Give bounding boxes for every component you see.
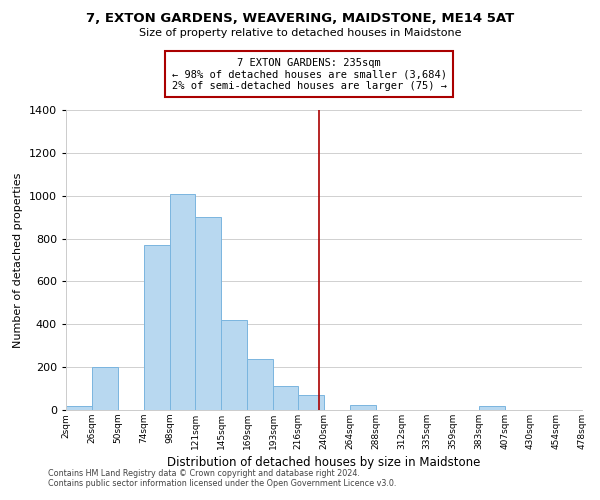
Text: Size of property relative to detached houses in Maidstone: Size of property relative to detached ho… <box>139 28 461 38</box>
Y-axis label: Number of detached properties: Number of detached properties <box>13 172 23 348</box>
Bar <box>92 367 118 410</box>
Bar <box>273 386 298 410</box>
Bar <box>170 194 195 410</box>
Text: Contains public sector information licensed under the Open Government Licence v3: Contains public sector information licen… <box>48 478 397 488</box>
Bar <box>144 245 170 410</box>
Bar <box>66 406 92 410</box>
Bar <box>195 217 221 410</box>
Bar <box>298 395 324 410</box>
Text: 7 EXTON GARDENS: 235sqm
← 98% of detached houses are smaller (3,684)
2% of semi-: 7 EXTON GARDENS: 235sqm ← 98% of detache… <box>172 58 446 90</box>
Bar <box>247 358 273 410</box>
Text: Contains HM Land Registry data © Crown copyright and database right 2024.: Contains HM Land Registry data © Crown c… <box>48 468 360 477</box>
X-axis label: Distribution of detached houses by size in Maidstone: Distribution of detached houses by size … <box>167 456 481 469</box>
Text: 7, EXTON GARDENS, WEAVERING, MAIDSTONE, ME14 5AT: 7, EXTON GARDENS, WEAVERING, MAIDSTONE, … <box>86 12 514 26</box>
Bar <box>221 320 247 410</box>
Bar <box>350 404 376 410</box>
Bar <box>479 406 505 410</box>
